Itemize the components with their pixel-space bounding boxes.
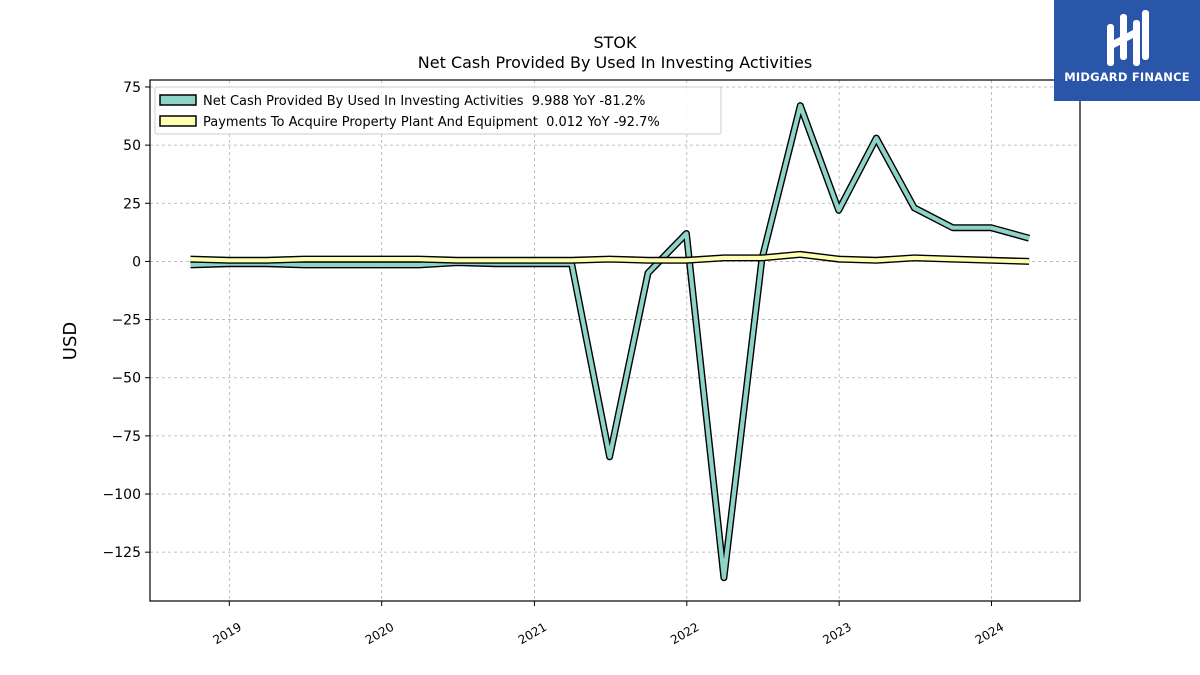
- x-tick-label: 2020: [363, 620, 396, 647]
- chart-title: STOK: [593, 33, 637, 52]
- legend-swatch-capex: [159, 115, 197, 127]
- y-axis: 75 50 25 0 −25 −50 −75 −100 −125: [103, 80, 150, 561]
- x-tick-label: 2022: [668, 620, 701, 647]
- y-tick-label: −75: [111, 429, 141, 445]
- y-axis-label: USD: [60, 322, 81, 360]
- midgard-logo-icon: [1107, 10, 1149, 66]
- series-layer: [190, 102, 1031, 582]
- legend-label-capex: Payments To Acquire Property Plant And E…: [203, 115, 660, 130]
- y-tick-label: −125: [103, 545, 141, 561]
- legend-box: [154, 86, 722, 135]
- x-tick-label: 2023: [820, 620, 853, 647]
- x-tick-label: 2021: [516, 620, 549, 647]
- grid: [150, 80, 1080, 601]
- series-line-capex: [190, 252, 1030, 264]
- x-tick-label: 2019: [211, 620, 244, 647]
- x-tick-label: 2024: [973, 620, 1006, 647]
- legend: Net Cash Provided By Used In Investing A…: [154, 86, 722, 135]
- y-tick-label: 25: [123, 196, 141, 212]
- y-tick-label: −50: [111, 371, 141, 387]
- chart-subtitle: Net Cash Provided By Used In Investing A…: [418, 53, 812, 72]
- series-line-net-cash: [190, 103, 1030, 580]
- y-tick-label: −100: [103, 487, 141, 503]
- brand-name: MIDGARD FINANCE: [1064, 70, 1190, 84]
- y-tick-label: −25: [111, 313, 141, 329]
- y-tick-label: 75: [123, 80, 141, 96]
- legend-label-net-cash: Net Cash Provided By Used In Investing A…: [203, 94, 645, 109]
- x-axis: 2019 2020 2021 2022 2023 2024: [211, 601, 1006, 647]
- brand-logo: MIDGARD FINANCE: [1054, 0, 1200, 101]
- y-tick-label: 0: [132, 254, 141, 270]
- legend-swatch-net-cash: [159, 94, 197, 106]
- plot-frame: [149, 79, 1081, 602]
- y-tick-label: 50: [123, 138, 141, 154]
- series-outline-net-cash: [190, 102, 1031, 582]
